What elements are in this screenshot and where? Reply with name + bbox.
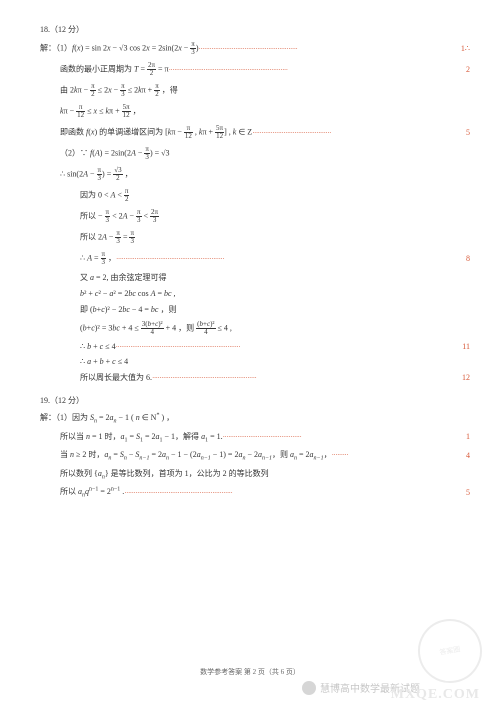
q18-line: 又 a = 2, 由余弦定理可得 bbox=[40, 272, 470, 283]
q18-line: 因为 0 < A < π2 bbox=[40, 188, 470, 203]
dot-leader: ········································… bbox=[223, 433, 456, 441]
page-content: 18.（12 分） 解：（1）f(x) = sin 2x − √3 cos 2x… bbox=[0, 0, 500, 515]
q18-line: 所以周长最大值为 6. ····························… bbox=[40, 372, 470, 383]
score-mark: 5 bbox=[456, 488, 470, 497]
q18-line: 即 (b+c)² − 2bc − 4 = bc ，则 bbox=[40, 304, 470, 315]
solution-text: 当 n ≥ 2 时，an = Sn − Sn−1 = 2an − 1 − (2a… bbox=[60, 449, 332, 462]
q18-line: ∴ b + c ≤ 4 ····························… bbox=[40, 342, 470, 351]
q19-header-text: 19.（12 分） bbox=[40, 395, 470, 406]
dot-leader: ········································… bbox=[169, 66, 456, 74]
score-mark: 2 bbox=[456, 65, 470, 74]
solution-text: 函数的最小正周期为 T = 2π2 = π bbox=[60, 62, 169, 77]
q18-line: ∴ A = π3 ， ·····························… bbox=[40, 251, 470, 266]
score-mark: 1 bbox=[451, 44, 465, 53]
dot-leader: ········································… bbox=[124, 489, 456, 497]
solution-text: 所以周长最大值为 6. bbox=[80, 372, 152, 383]
solution-text: 即 (b+c)² − 2bc − 4 = bc ，则 bbox=[80, 304, 176, 315]
q19-line: 当 n ≥ 2 时，an = Sn − Sn−1 = 2an − 1 − (2a… bbox=[40, 449, 470, 462]
q19-header: 19.（12 分） bbox=[40, 395, 470, 406]
q18-line: 函数的最小正周期为 T = 2π2 = π ··················… bbox=[40, 62, 470, 77]
dot-leader: ········································… bbox=[199, 45, 451, 53]
dot-leader: ········································… bbox=[116, 343, 456, 351]
dot-leader: ········································… bbox=[252, 129, 456, 137]
q19-line: 所以当 n = 1 时，a1 = S1 = 2a1 − 1，解得 a1 = 1.… bbox=[40, 431, 470, 444]
solution-text: 所以当 n = 1 时，a1 = S1 = 2a1 − 1，解得 a1 = 1. bbox=[60, 431, 223, 444]
score-mark: 12 bbox=[456, 373, 470, 382]
solution-text: 即函数 f(x) 的单调递增区间为 [kπ − π12 , kπ + 5π12]… bbox=[60, 125, 252, 140]
solution-text: (b+c)² = 3bc + 4 ≤ 3(b+c)²4 + 4 ，则 (b+c)… bbox=[80, 321, 232, 336]
q18-header: 18.（12 分） bbox=[40, 24, 470, 35]
q18-line: （2）∵ f(A) = 2sin(2A − π3) = √3 bbox=[40, 146, 470, 161]
wechat-icon bbox=[302, 681, 316, 695]
dot-leader: ········································… bbox=[116, 255, 456, 263]
score-mark: 11 bbox=[456, 342, 470, 351]
solution-text: 所以 2A − π3 = π3 bbox=[80, 230, 135, 245]
solution-text: 所以 − π3 < 2A − π3 < 2π3 bbox=[80, 209, 159, 224]
score-mark: 5 bbox=[456, 128, 470, 137]
dot-leader: ········· bbox=[332, 451, 456, 459]
q18-line: 所以 − π3 < 2A − π3 < 2π3 bbox=[40, 209, 470, 224]
solution-text: 由 2kπ − π2 ≤ 2x − π3 ≤ 2kπ + π2 ，得 bbox=[60, 83, 178, 98]
score-mark: 1 bbox=[456, 432, 470, 441]
stamp-text: 答案圈 bbox=[439, 644, 461, 657]
q18-line: ∴ a + b + c ≤ 4 bbox=[40, 357, 470, 366]
solution-text: 所以数列 {an} 是等比数列，首项为 1，公比为 2 的等比数列 bbox=[60, 468, 269, 481]
solution-text: b² + c² − a² = 2bc cos A = bc , bbox=[80, 289, 176, 298]
solution-text: ∴ sin(2A − π3) = √32 ， bbox=[60, 167, 133, 182]
solution-text: 因为 0 < A < π2 bbox=[80, 188, 129, 203]
q19-line: 所以 anqn−1 = 2n−1 . ·····················… bbox=[40, 486, 470, 499]
q18-line: 解：（1）f(x) = sin 2x − √3 cos 2x = 2sin(2x… bbox=[40, 41, 470, 56]
q18-line: (b+c)² = 3bc + 4 ≤ 3(b+c)²4 + 4 ，则 (b+c)… bbox=[40, 321, 470, 336]
solution-text: 又 a = 2, 由余弦定理可得 bbox=[80, 272, 167, 283]
q19-line: 所以数列 {an} 是等比数列，首项为 1，公比为 2 的等比数列 bbox=[40, 468, 470, 481]
q18-line: ∴ sin(2A − π3) = √32 ， bbox=[40, 167, 470, 182]
score-mark: 4 bbox=[456, 451, 470, 460]
solution-text: kπ − π12 ≤ x ≤ kπ + 5π12 ， bbox=[60, 104, 141, 119]
q19-body: 解：（1）因为 Sn = 2an − 1 ( n ∈ N* ) ， 所以当 n … bbox=[40, 412, 470, 499]
solution-text: ∴ a + b + c ≤ 4 bbox=[80, 357, 128, 366]
q18-header-text: 18.（12 分） bbox=[40, 24, 470, 35]
q19-line: 解：（1）因为 Sn = 2an − 1 ( n ∈ N* ) ， bbox=[40, 412, 470, 425]
dot-leader: ········································… bbox=[152, 374, 456, 382]
q18-line: kπ − π12 ≤ x ≤ kπ + 5π12 ， bbox=[40, 104, 470, 119]
solution-text: ∴ A = π3 ， bbox=[80, 251, 116, 266]
watermark-domain: MXQE.COM bbox=[391, 687, 480, 703]
solution-text: （2）∵ f(A) = 2sin(2A − π3) = √3 bbox=[60, 146, 170, 161]
solution-text: 解：（1）因为 Sn = 2an − 1 ( n ∈ N* ) ， bbox=[40, 412, 174, 425]
q18-body: 解：（1）f(x) = sin 2x − √3 cos 2x = 2sin(2x… bbox=[40, 41, 470, 383]
q18-line: 即函数 f(x) 的单调递增区间为 [kπ − π12 , kπ + 5π12]… bbox=[40, 125, 470, 140]
score-mark: 8 bbox=[456, 254, 470, 263]
solution-text: ∴ b + c ≤ 4 bbox=[80, 342, 116, 351]
therefore-icon: ∴ bbox=[465, 44, 470, 53]
q18-line: 由 2kπ − π2 ≤ 2x − π3 ≤ 2kπ + π2 ，得 bbox=[40, 83, 470, 98]
q18-line: b² + c² − a² = 2bc cos A = bc , bbox=[40, 289, 470, 298]
solution-text: 解：（1）f(x) = sin 2x − √3 cos 2x = 2sin(2x… bbox=[40, 41, 199, 56]
solution-text: 所以 anqn−1 = 2n−1 . bbox=[60, 486, 124, 499]
q18-line: 所以 2A − π3 = π3 bbox=[40, 230, 470, 245]
